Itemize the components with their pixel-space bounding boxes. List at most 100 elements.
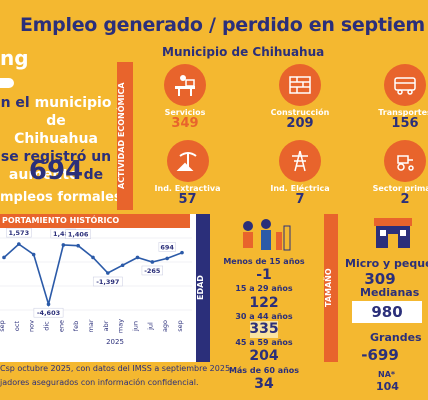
- history-title: PORTAMIENTO HISTÓRICO: [0, 214, 190, 228]
- data-point: [31, 252, 36, 257]
- intro-line4: aumento: [8, 167, 79, 183]
- chart-points: [2, 242, 184, 306]
- chart-year-label: 2025: [106, 338, 124, 346]
- tick-label: ago: [161, 320, 169, 332]
- sector-value: 57: [178, 192, 197, 207]
- data-point: [46, 302, 51, 306]
- sector-label: Servicios: [164, 108, 206, 117]
- sector-value: 2: [400, 192, 410, 207]
- bus-icon: [384, 64, 426, 106]
- data-point: [135, 255, 140, 260]
- size-group-value: 104: [376, 380, 399, 393]
- size-group-value: 980: [371, 303, 403, 321]
- sector-construccion: Construcción 209: [260, 64, 340, 131]
- age-highlight: [250, 321, 278, 338]
- svg-text:694: 694: [160, 243, 174, 251]
- sector-value: 7: [295, 192, 305, 207]
- age-group-label: 30 a 44 años: [235, 312, 293, 321]
- age-group-value: -1: [256, 267, 272, 283]
- size-group-label: Micro y pequeñ: [345, 257, 428, 270]
- age-group-label: Menos de 15 años: [223, 257, 305, 266]
- size-label: TAMAÑO: [324, 214, 338, 362]
- data-point: [2, 255, 6, 260]
- intro-line3: se registró un: [0, 149, 112, 165]
- activity-label: ACTIVIDAD ECONÓMICA: [117, 62, 133, 210]
- sector-value: 349: [171, 116, 199, 131]
- data-point: [150, 260, 155, 264]
- sector-label: Transportes: [378, 108, 428, 117]
- intro-line2: Chihuahua: [14, 131, 98, 147]
- tick-label: may: [117, 319, 125, 333]
- page-subtitle: Municipio de Chihuahua: [162, 45, 325, 59]
- data-label: -265: [141, 265, 163, 276]
- data-point: [91, 255, 95, 260]
- size-group-label: NA*: [378, 370, 396, 379]
- age-group-label: 15 a 29 años: [235, 284, 293, 293]
- sector-transportes: Transportes 156: [370, 64, 428, 131]
- svg-text:-4,603: -4,603: [37, 309, 60, 317]
- data-label: -4,603: [33, 307, 64, 318]
- store-icon: [370, 216, 416, 254]
- data-point: [76, 243, 80, 248]
- tick-label: sep: [0, 320, 6, 332]
- size-highlight: [352, 301, 422, 323]
- age-group-value: 204: [249, 348, 279, 364]
- sector-label: Sector primari: [372, 184, 428, 193]
- tick-label: jun: [132, 321, 140, 332]
- age-group-value: 34: [254, 376, 274, 392]
- age-group-label: 45 a 59 años: [235, 338, 293, 347]
- tractor-icon: [384, 140, 426, 182]
- intro-line1: n el: [0, 95, 30, 111]
- intro-line4b: de: [83, 167, 104, 183]
- intro-text: n el municipio de Chihuahua se registró …: [0, 94, 112, 184]
- tick-label: nov: [28, 320, 36, 332]
- logo: ng: [0, 46, 29, 70]
- data-point: [17, 242, 21, 246]
- footer-source: Csp octubre 2025, con datos del IMSS a s…: [0, 364, 233, 373]
- data-point: [120, 263, 125, 268]
- svg-text:1,483: 1,483: [53, 230, 74, 238]
- footer-note: jadores asegurados con información confi…: [0, 378, 199, 387]
- office-worker-icon: [164, 64, 206, 106]
- size-group-value: -699: [361, 346, 399, 364]
- data-label: -1,397: [92, 276, 123, 287]
- tick-label: dic: [43, 321, 51, 331]
- svg-text:1,573: 1,573: [9, 229, 30, 237]
- tick-label: oct: [13, 321, 21, 332]
- sector-extractiva: Ind. Extractiva 57: [150, 140, 225, 207]
- age-group-value: 122: [249, 295, 279, 311]
- tick-label: feb: [72, 321, 80, 331]
- data-point: [61, 243, 66, 247]
- sector-electrica: Ind. Eléctrica 7: [260, 140, 340, 207]
- age-label: EDAD: [196, 214, 210, 362]
- brick-wall-icon: [279, 64, 321, 106]
- tick-label: abr: [102, 320, 110, 331]
- page-title: Empleo generado / perdido en septiem: [20, 14, 425, 36]
- sector-label: Ind. Extractiva: [154, 184, 221, 193]
- history-panel: [0, 214, 205, 362]
- age-group-value: 335: [249, 321, 279, 337]
- size-group-label: Grandes: [370, 331, 422, 344]
- data-label: 1,406: [65, 229, 91, 239]
- intro-number: 694: [28, 156, 84, 186]
- age-group-label: Más de 60 años: [228, 366, 300, 375]
- tick-label: mar: [87, 319, 95, 332]
- intro-line1b: municipio de: [34, 95, 112, 129]
- svg-text:1,406: 1,406: [68, 231, 89, 239]
- sector-value: 156: [391, 116, 419, 131]
- tick-label: sep: [176, 320, 184, 332]
- sector-primario: Sector primari 2: [370, 140, 428, 207]
- chart-tick-labels: sep oct nov dic ene feb mar abr may jun jul ago sep: [0, 319, 184, 333]
- people-icon: [238, 218, 294, 258]
- data-point: [106, 271, 110, 275]
- data-point: [180, 250, 184, 255]
- size-group-value: 309: [364, 270, 396, 288]
- svg-text:-1,397: -1,397: [96, 278, 119, 286]
- sector-value: 209: [286, 116, 314, 131]
- sector-servicios: Servicios 349: [150, 64, 220, 131]
- sector-label: Ind. Eléctrica: [270, 184, 330, 193]
- size-group-label: Medianas: [360, 286, 420, 299]
- power-tower-icon: [279, 140, 321, 182]
